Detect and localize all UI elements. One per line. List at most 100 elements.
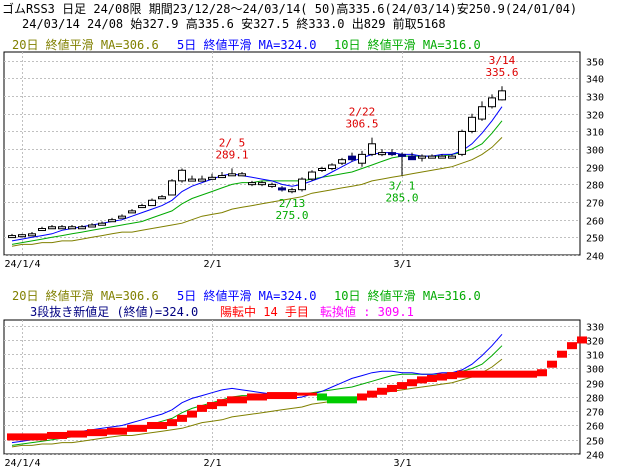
new-price-bar — [187, 410, 197, 418]
candle — [338, 159, 346, 164]
candle — [78, 226, 86, 230]
new-price-bar — [567, 342, 577, 350]
new-price-bar — [67, 430, 87, 438]
candle — [498, 90, 506, 101]
new-price-bar — [317, 393, 327, 401]
candle — [158, 196, 166, 200]
y-tick-label: 260 — [586, 422, 604, 433]
y-tick-label: 270 — [586, 199, 604, 210]
y-tick-label: 290 — [586, 380, 604, 391]
y-tick-label: 320 — [586, 111, 604, 122]
annotation-value: 285.0 — [385, 192, 418, 205]
x-tick-label: 3/1 — [393, 259, 411, 270]
bottom-legend-ma5: 5日 終値平滑 MA=324.0 — [177, 289, 317, 303]
candle — [358, 153, 366, 164]
chart-header-line2: 24/03/14 24/08 始327.9 高335.6 安327.5 終333… — [22, 17, 446, 31]
top-legend-ma10: 10日 終値平滑 MA=316.0 — [334, 38, 481, 52]
new-price-bar — [377, 387, 387, 395]
candle — [328, 164, 336, 170]
new-price-bar — [227, 396, 247, 404]
bottom-legend-ma20: 20日 終値平滑 MA=306.6 — [12, 289, 159, 303]
new-price-bar — [447, 372, 457, 380]
candle — [398, 153, 406, 157]
bottom-legend-ma10: 10日 終値平滑 MA=316.0 — [334, 289, 481, 303]
candle — [388, 152, 396, 156]
candle — [218, 175, 226, 179]
chart-header-line1: ゴムRSS3 日足 24/08限 期間23/12/28～24/03/14( 50… — [2, 2, 578, 16]
y-tick-label: 290 — [586, 164, 604, 175]
y-tick-label: 310 — [586, 128, 604, 139]
annotation-date: 2/ 5 — [219, 136, 246, 149]
new-price-bar — [217, 399, 227, 407]
top-legend-ma20: 20日 終値平滑 MA=306.6 — [12, 38, 159, 52]
top-legend-ma5: 5日 終値平滑 MA=324.0 — [177, 38, 317, 52]
candle — [308, 171, 316, 180]
candle — [418, 155, 426, 159]
new-price-bar — [407, 379, 417, 387]
candle — [248, 182, 256, 186]
candle — [408, 155, 416, 161]
y-tick-label: 240 — [586, 252, 604, 263]
candle — [278, 187, 286, 191]
new-price-bar — [547, 360, 557, 368]
candle — [438, 155, 446, 159]
candle — [208, 176, 216, 180]
candle — [468, 116, 476, 132]
new-price-bar — [197, 404, 207, 412]
new-price-bar — [177, 414, 187, 422]
candle — [138, 205, 146, 209]
candle — [258, 182, 266, 186]
y-tick-label: 280 — [586, 394, 604, 405]
candle — [178, 169, 186, 182]
y-tick-label: 240 — [586, 451, 604, 462]
new-price-bar — [297, 392, 317, 396]
candle — [108, 219, 116, 223]
new-price-bar — [417, 376, 427, 384]
new-price-bar — [397, 382, 407, 390]
candle — [458, 130, 466, 155]
candle — [128, 210, 136, 214]
x-tick-label: 2/1 — [203, 259, 221, 270]
candle — [478, 106, 486, 120]
annotation-value: 275.0 — [275, 209, 308, 222]
candle — [378, 152, 386, 156]
y-tick-label: 330 — [586, 323, 604, 334]
y-tick-label: 260 — [586, 217, 604, 228]
candle — [58, 226, 66, 230]
new-price-bar — [367, 390, 377, 398]
y-tick-label: 300 — [586, 146, 604, 157]
candle — [268, 183, 276, 187]
candle — [28, 233, 36, 237]
new-price-bar — [577, 336, 587, 344]
candle — [488, 97, 496, 108]
new-price-bar — [47, 431, 67, 439]
candle — [68, 226, 76, 230]
annotation-date: 2/22 — [349, 106, 376, 119]
y-tick-label: 270 — [586, 408, 604, 419]
y-tick-label: 340 — [586, 75, 604, 86]
candle — [288, 189, 296, 193]
annotation-value: 289.1 — [215, 148, 248, 161]
new-price-bar — [267, 392, 297, 400]
x-tick-label: 24/1/4 — [4, 458, 40, 469]
new-price-bar — [387, 384, 397, 392]
candle — [88, 224, 96, 228]
new-price-bar — [247, 393, 267, 401]
candle — [368, 143, 376, 155]
x-tick-label: 2/1 — [203, 458, 221, 469]
annotation-value: 335.6 — [485, 66, 518, 79]
candle — [428, 155, 436, 159]
new-price-bar — [557, 350, 567, 358]
new-price-bar — [167, 419, 177, 427]
bottom-legend-tenkan: 陽転中 14 手目 — [220, 305, 309, 319]
annotation-date: 3/14 — [489, 54, 516, 67]
new-price-bar — [327, 396, 357, 404]
new-price-bar — [437, 373, 447, 381]
new-price-bar — [127, 424, 147, 432]
candle — [348, 155, 356, 161]
candle — [118, 215, 126, 219]
y-tick-label: 320 — [586, 337, 604, 348]
candle — [98, 222, 106, 226]
new-price-bar — [457, 370, 537, 378]
